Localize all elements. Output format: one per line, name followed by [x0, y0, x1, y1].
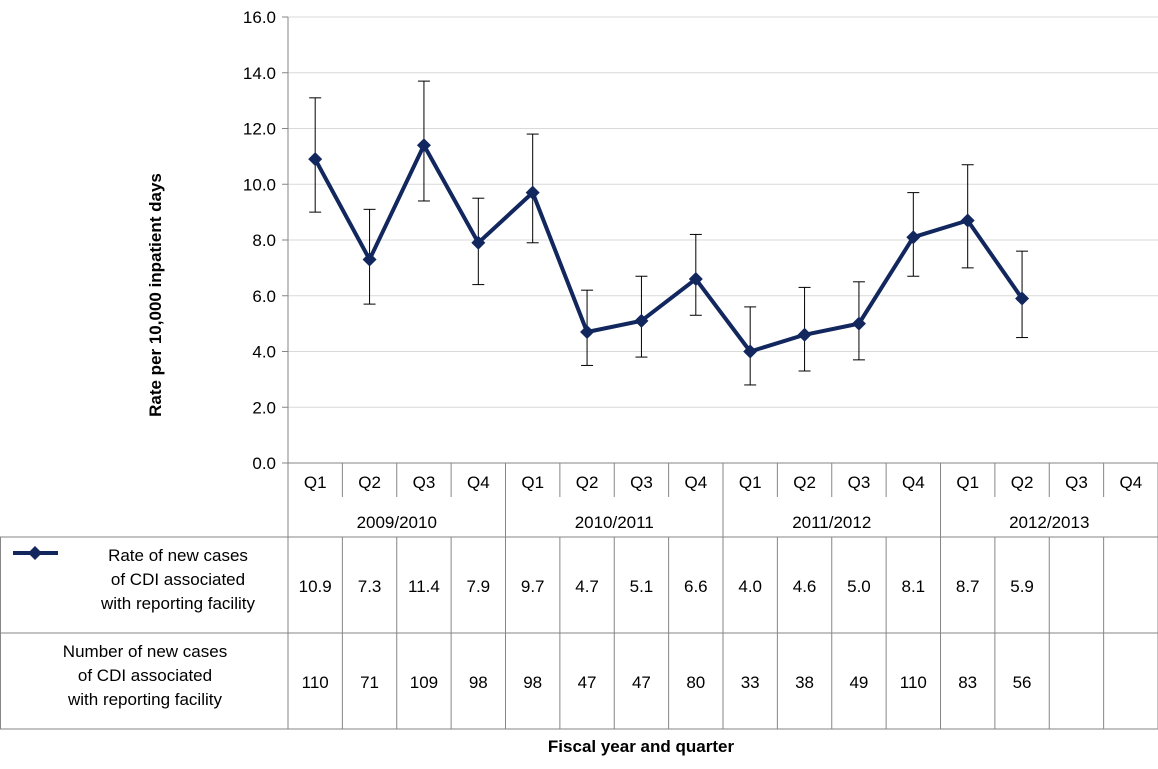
quarter-label: Q1	[304, 473, 327, 492]
fiscal-year-label: 2012/2013	[1009, 513, 1089, 532]
rate-value-cell: 7.9	[466, 577, 490, 596]
x-axis-title: Fiscal year and quarter	[548, 737, 735, 756]
fiscal-year-labels: 2009/2010 2010/2011 2011/2012 2012/2013	[357, 513, 1090, 532]
rate-value-cell: 4.7	[575, 577, 599, 596]
y-axis-title: Rate per 10,000 inpatient days	[146, 173, 165, 417]
data-point-marker	[471, 235, 486, 250]
legend-marker	[28, 546, 42, 560]
table-row-label: of CDI associated	[111, 570, 245, 589]
fiscal-year-label: 2010/2011	[575, 513, 654, 532]
case-count-cell: 47	[632, 673, 651, 692]
quarter-label: Q1	[521, 473, 544, 492]
case-count-cell: 80	[686, 673, 705, 692]
quarter-label: Q4	[1119, 473, 1142, 492]
rate-value-cell: 5.1	[630, 577, 654, 596]
case-count-cell: 56	[1013, 673, 1032, 692]
data-point-marker	[362, 252, 377, 267]
y-tick-label: 16.0	[243, 8, 276, 27]
rate-value-cell: 5.9	[1010, 577, 1034, 596]
data-point-marker	[688, 272, 703, 287]
data-point-marker	[634, 313, 649, 328]
y-tick-label: 6.0	[252, 287, 276, 306]
table-row-label: with reporting facility	[67, 690, 223, 709]
case-count-cell: 47	[578, 673, 597, 692]
quarter-label: Q2	[576, 473, 599, 492]
rate-value-cell: 8.1	[901, 577, 925, 596]
y-tick-label: 14.0	[243, 64, 276, 83]
rate-value-cell: 5.0	[847, 577, 871, 596]
rate-value-cell: 6.6	[684, 577, 708, 596]
table-row-label: with reporting facility	[100, 594, 256, 613]
fiscal-year-label: 2009/2010	[357, 513, 437, 532]
data-point-marker	[797, 327, 812, 342]
quarter-label: Q3	[413, 473, 436, 492]
gridlines	[282, 16, 1158, 464]
case-count-cell: 33	[741, 673, 760, 692]
case-count-cell: 71	[360, 673, 379, 692]
case-count-cell: 98	[469, 673, 488, 692]
rate-value-cell: 4.6	[793, 577, 817, 596]
data-point-marker	[416, 138, 431, 153]
quarter-label: Q1	[739, 473, 762, 492]
case-count-cell: 98	[523, 673, 542, 692]
table-row-label: Rate of new cases	[108, 546, 248, 565]
y-tick-label: 12.0	[243, 120, 276, 139]
error-bars	[309, 80, 1029, 386]
rate-value-cell: 7.3	[358, 577, 382, 596]
quarter-label: Q2	[358, 473, 381, 492]
y-axis-tick-labels: 0.0 2.0 4.0 6.0 8.0 10.0 12.0 14.0 16.0	[243, 8, 276, 473]
fiscal-year-label: 2011/2012	[792, 513, 871, 532]
rate-value-cell: 11.4	[408, 577, 440, 596]
quarter-label: Q4	[467, 473, 490, 492]
quarter-label: Q3	[630, 473, 653, 492]
y-tick-label: 8.0	[252, 231, 276, 250]
table-row-label: Number of new cases	[63, 642, 227, 661]
data-point-marker	[743, 344, 758, 359]
table-row-label: of CDI associated	[78, 666, 212, 685]
case-count-cell: 109	[410, 673, 438, 692]
data-point-marker	[1015, 291, 1030, 306]
quarter-label: Q3	[1065, 473, 1088, 492]
quarter-label: Q2	[1011, 473, 1034, 492]
series-legend	[13, 546, 58, 560]
data-point-marker	[960, 213, 975, 228]
y-tick-label: 10.0	[243, 175, 276, 194]
case-count-cell: 83	[958, 673, 977, 692]
data-point-marker	[308, 152, 323, 167]
data-point-marker	[580, 324, 595, 339]
rate-series-line	[313, 143, 1024, 354]
y-tick-label: 2.0	[252, 398, 276, 417]
rate-value-cell: 8.7	[956, 577, 980, 596]
quarter-label: Q3	[848, 473, 871, 492]
case-count-cell: 49	[849, 673, 868, 692]
data-table-grid	[0, 462, 1158, 730]
data-point-marker	[525, 185, 540, 200]
quarter-label: Q1	[956, 473, 979, 492]
table-row-labels: Rate of new cases of CDI associated with r…	[63, 546, 256, 709]
table-row-values: 10.9 7.3 11.4 7.9 9.7 4.7 5.1 6.6 4.0 4.6 5.0 8.1 8.…	[299, 577, 1034, 692]
case-count-cell: 110	[302, 673, 329, 692]
data-point-marker	[906, 230, 921, 245]
quarter-label: Q4	[684, 473, 707, 492]
y-tick-label: 4.0	[252, 343, 276, 362]
quarter-labels: Q1 Q2 Q3 Q4 Q1 Q2 Q3 Q4 Q1 Q2 Q3 Q4 Q1 Q2 Q3 Q4	[304, 473, 1142, 492]
case-count-cell: 110	[900, 673, 927, 692]
rate-value-cell: 9.7	[521, 577, 545, 596]
data-point-marker	[851, 316, 866, 331]
quarter-label: Q4	[902, 473, 925, 492]
y-tick-label: 0.0	[252, 454, 276, 473]
rate-value-cell: 10.9	[299, 577, 332, 596]
rate-series	[308, 138, 1030, 359]
rate-value-cell: 4.0	[738, 577, 762, 596]
quarter-label: Q2	[793, 473, 816, 492]
case-count-cell: 38	[795, 673, 814, 692]
